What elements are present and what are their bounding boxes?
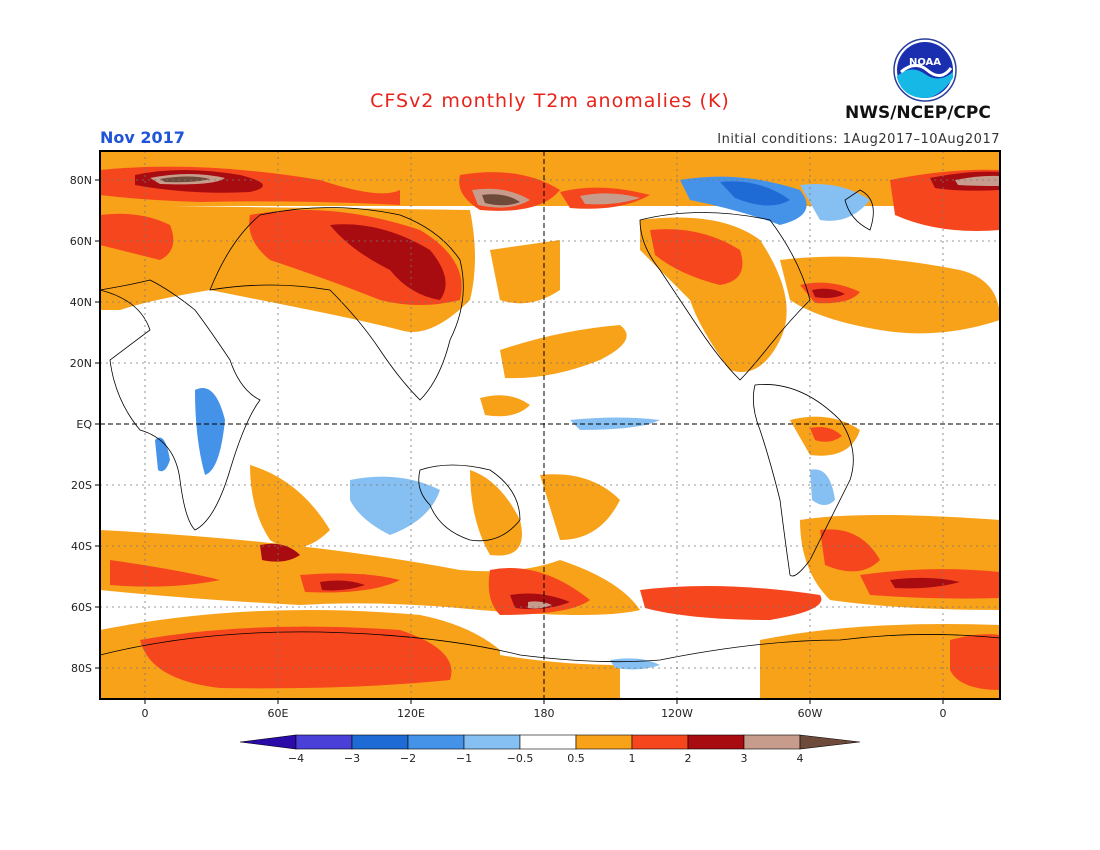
colorbar-segment [239,734,297,750]
anomaly-region [350,476,440,535]
lat-label: 80S [71,662,92,675]
anomaly-region [110,560,220,587]
colorbar-label: 2 [685,752,692,765]
colorbar-segment [463,734,521,750]
forecast-month: Nov 2017 [100,128,185,147]
anomaly-region [330,224,446,300]
initial-conditions: Initial conditions: 1Aug2017–10Aug2017 [717,132,1000,147]
colorbar-label: −0.5 [507,752,534,765]
colorbar [239,734,861,750]
svg-text:NOAA: NOAA [909,57,941,68]
colorbar-segment [631,734,689,750]
anomaly-region [260,543,300,562]
anomaly-region [955,175,1000,186]
colorbar-label: −1 [456,752,472,765]
anomaly-region [760,624,1000,699]
anomaly-region [720,181,790,206]
colorbar-segment [687,734,745,750]
lat-label: 40N [70,296,92,309]
colorbar-label: 0.5 [567,752,585,765]
anomaly-region [820,529,880,572]
anomaly-region [470,470,522,556]
lon-label: 120W [661,707,693,720]
org-label: NWS/NCEP/CPC [845,103,991,123]
anomaly-region [580,193,640,205]
anomaly-region [650,229,743,285]
lat-label: 20N [70,357,92,370]
lon-label: 0 [142,707,149,720]
colorbar-label: 3 [741,752,748,765]
colorbar-label: −3 [344,752,360,765]
anomaly-region [320,580,365,591]
anomaly-region [500,655,620,699]
anomaly-region [812,288,845,298]
anomaly-region [160,176,210,183]
anomaly-region [100,213,174,260]
anomaly-region [780,256,1000,334]
anomaly-region [490,240,560,304]
lat-label: EQ [76,418,92,431]
colorbar-label: 1 [629,752,636,765]
anomaly-region [480,395,530,417]
anomaly-region [810,427,842,442]
lat-label: 40S [71,540,92,553]
anomaly-region [690,592,790,608]
chart-title: CFSv2 monthly T2m anomalies (K) [370,90,730,112]
colorbar-segment [799,734,861,750]
colorbar-segment [295,734,353,750]
map-frame [99,150,1001,700]
lat-label: 60N [70,235,92,248]
anomaly-region [510,593,570,610]
colorbar-label: 4 [797,752,804,765]
lat-label: 20S [71,479,92,492]
anomaly-region [540,474,620,540]
gridlines [100,151,1000,699]
anomaly-region [195,388,225,475]
anomaly-region [810,469,835,505]
anomaly-region [482,194,520,206]
lat-label: 80N [70,174,92,187]
anomaly-region [500,325,627,379]
lon-label: 60E [268,707,289,720]
anomaly-region [800,184,870,221]
colorbar-segment [519,734,577,750]
reference-lines [100,151,1000,699]
lon-label: 0 [940,707,947,720]
anomaly-region [250,465,330,548]
colorbar-segment [743,734,801,750]
anomaly-region [140,626,452,689]
colorbar-label: −2 [400,752,416,765]
colorbar-label: −4 [288,752,304,765]
colorbar-segment [575,734,633,750]
anomaly-region [890,577,960,589]
lon-label: 180 [534,707,555,720]
noaa-logo-icon: NOAA [893,38,957,102]
anomaly-region [950,634,1000,690]
colorbar-segment [407,734,465,750]
colorbar-segment [351,734,409,750]
lat-label: 60S [71,601,92,614]
lon-label: 120E [397,707,425,720]
coastlines [100,189,1000,663]
lon-label: 60W [798,707,823,720]
